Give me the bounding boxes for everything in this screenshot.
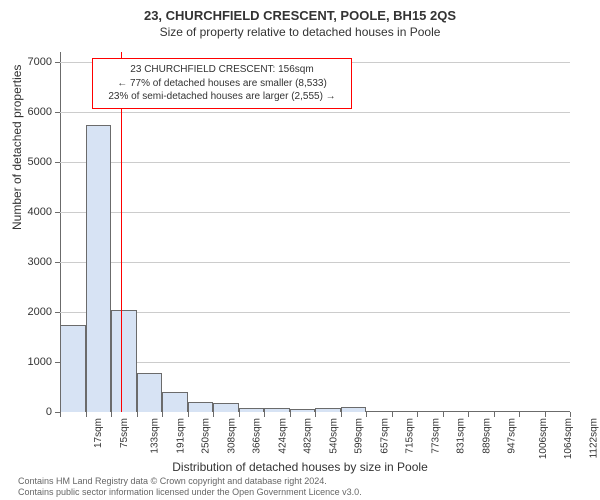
xtick-mark xyxy=(341,412,342,417)
ytick-label: 1000 xyxy=(0,356,52,368)
xtick-label: 1122sqm xyxy=(588,418,599,458)
gridline xyxy=(60,212,570,213)
footer-attribution: Contains HM Land Registry data © Crown c… xyxy=(18,476,362,499)
xtick-label: 366sqm xyxy=(252,418,263,454)
chart-title-main: 23, CHURCHFIELD CRESCENT, POOLE, BH15 2Q… xyxy=(0,8,600,23)
x-axis-label: Distribution of detached houses by size … xyxy=(0,460,600,474)
histogram-bar xyxy=(290,409,316,412)
ytick-mark xyxy=(55,312,60,313)
xtick-mark xyxy=(545,412,546,417)
footer-line-2: Contains public sector information licen… xyxy=(18,487,362,498)
chart-plot-area: 17sqm75sqm133sqm191sqm250sqm308sqm366sqm… xyxy=(60,52,570,412)
ytick-label: 7000 xyxy=(0,56,52,68)
histogram-bar xyxy=(188,402,214,413)
chart-title-block: 23, CHURCHFIELD CRESCENT, POOLE, BH15 2Q… xyxy=(0,0,600,39)
ytick-label: 5000 xyxy=(0,156,52,168)
xtick-mark xyxy=(264,412,265,417)
ytick-mark xyxy=(55,162,60,163)
ytick-mark xyxy=(55,262,60,263)
xtick-mark xyxy=(570,412,571,417)
gridline xyxy=(60,162,570,163)
gridline xyxy=(60,262,570,263)
histogram-bar xyxy=(213,403,239,412)
xtick-label: 133sqm xyxy=(150,418,161,454)
xtick-mark xyxy=(494,412,495,417)
ytick-label: 0 xyxy=(0,406,52,418)
ytick-label: 2000 xyxy=(0,306,52,318)
annotation-line: 23 CHURCHFIELD CRESCENT: 156sqm xyxy=(101,63,343,77)
xtick-label: 947sqm xyxy=(507,418,518,454)
xtick-mark xyxy=(213,412,214,417)
xtick-label: 1006sqm xyxy=(538,418,549,459)
xtick-label: 599sqm xyxy=(354,418,365,454)
histogram-bar xyxy=(162,392,188,412)
gridline xyxy=(60,112,570,113)
gridline xyxy=(60,312,570,313)
histogram-bar xyxy=(315,408,341,412)
ytick-mark xyxy=(55,212,60,213)
xtick-mark xyxy=(162,412,163,417)
xtick-mark xyxy=(315,412,316,417)
xtick-label: 831sqm xyxy=(456,418,467,454)
xtick-mark xyxy=(366,412,367,417)
ytick-mark xyxy=(55,112,60,113)
ytick-label: 3000 xyxy=(0,256,52,268)
histogram-bar xyxy=(86,125,112,413)
ytick-label: 4000 xyxy=(0,206,52,218)
chart-title-sub: Size of property relative to detached ho… xyxy=(0,25,600,39)
xtick-label: 75sqm xyxy=(119,418,130,448)
xtick-mark xyxy=(392,412,393,417)
histogram-bar xyxy=(137,373,163,412)
xtick-label: 250sqm xyxy=(201,418,212,454)
xtick-label: 424sqm xyxy=(277,418,288,454)
annotation-line: ← 77% of detached houses are smaller (8,… xyxy=(101,77,343,91)
ytick-label: 6000 xyxy=(0,106,52,118)
xtick-mark xyxy=(111,412,112,417)
xtick-mark xyxy=(239,412,240,417)
xtick-mark xyxy=(290,412,291,417)
xtick-mark xyxy=(137,412,138,417)
xtick-label: 773sqm xyxy=(430,418,441,454)
xtick-label: 191sqm xyxy=(175,418,186,454)
xtick-label: 308sqm xyxy=(226,418,237,454)
xtick-label: 657sqm xyxy=(379,418,390,454)
xtick-label: 1064sqm xyxy=(563,418,574,459)
xtick-label: 17sqm xyxy=(93,418,104,448)
xtick-label: 715sqm xyxy=(405,418,416,454)
xtick-mark xyxy=(468,412,469,417)
xtick-mark xyxy=(86,412,87,417)
histogram-bar xyxy=(264,408,290,412)
xtick-label: 482sqm xyxy=(303,418,314,454)
xtick-mark xyxy=(519,412,520,417)
histogram-bar xyxy=(60,325,86,413)
annotation-line: 23% of semi-detached houses are larger (… xyxy=(101,90,343,104)
xtick-mark xyxy=(60,412,61,417)
histogram-bar xyxy=(239,408,265,413)
histogram-bar xyxy=(341,407,367,412)
xtick-label: 889sqm xyxy=(481,418,492,454)
annotation-box: 23 CHURCHFIELD CRESCENT: 156sqm← 77% of … xyxy=(92,58,352,109)
gridline xyxy=(60,362,570,363)
xtick-mark xyxy=(188,412,189,417)
xtick-label: 540sqm xyxy=(328,418,339,454)
xtick-mark xyxy=(417,412,418,417)
xtick-mark xyxy=(443,412,444,417)
histogram-bar xyxy=(111,310,137,413)
ytick-mark xyxy=(55,62,60,63)
footer-line-1: Contains HM Land Registry data © Crown c… xyxy=(18,476,362,487)
